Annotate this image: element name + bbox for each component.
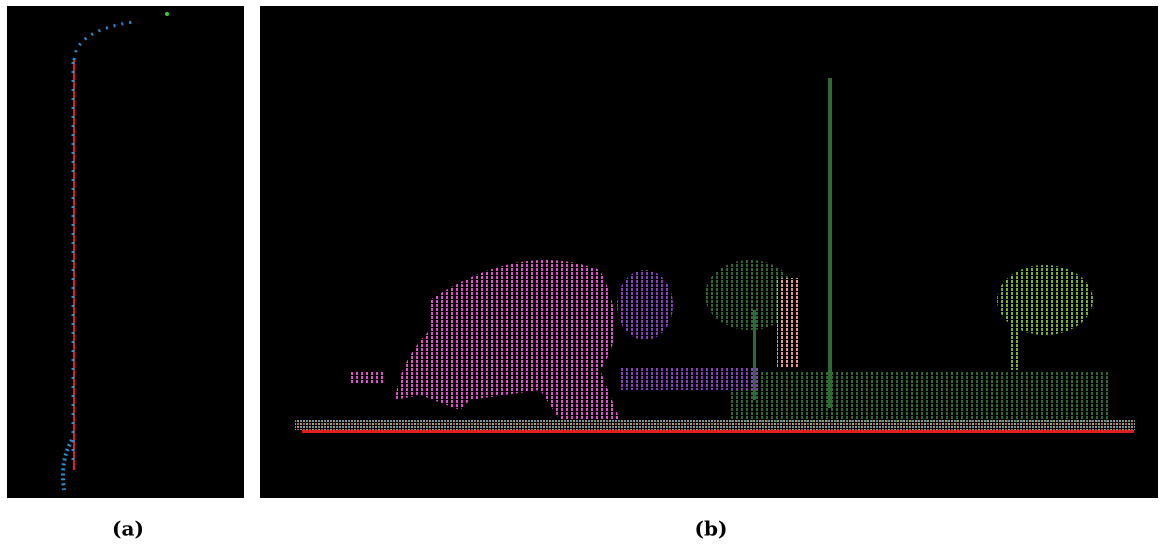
point-cloud-view [7,6,244,498]
caption: (a) [112,517,144,541]
panel-b [260,6,1158,498]
car [620,368,760,390]
tree [617,270,673,340]
trunk [1010,300,1018,370]
person [777,278,799,368]
ground-points [295,420,1135,430]
figure: (a) (b) [0,0,1164,547]
points [350,372,386,384]
point [165,12,169,16]
trajectory-line [302,430,1134,433]
panel-a [7,6,244,498]
caption: (b) [695,517,728,541]
hedge [730,372,1110,422]
pole [828,78,832,408]
